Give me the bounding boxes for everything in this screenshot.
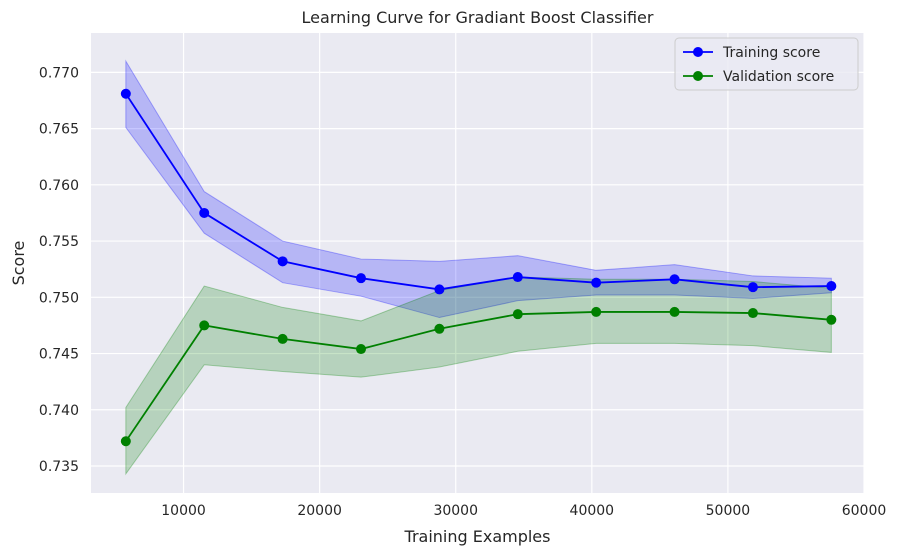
series-line-0 bbox=[125, 93, 832, 291]
x-tick-labels: 10000 20000 30000 40000 50000 60000 bbox=[161, 503, 886, 519]
y-tick-label: 0.755 bbox=[39, 234, 79, 250]
x-tick-label: 40000 bbox=[570, 503, 615, 519]
legend-label-0: Training score bbox=[722, 45, 820, 61]
y-tick-label: 0.770 bbox=[39, 65, 79, 81]
data-point-0 bbox=[356, 273, 367, 284]
y-tick-label: 0.740 bbox=[39, 403, 79, 419]
y-axis-label: Score bbox=[9, 241, 28, 286]
confidence-bands bbox=[125, 59, 832, 476]
legend-label-1: Validation score bbox=[723, 69, 834, 85]
data-point-0 bbox=[826, 281, 837, 292]
data-point-1 bbox=[512, 309, 523, 320]
legend-box bbox=[674, 37, 859, 91]
data-point-0 bbox=[747, 282, 758, 293]
legend-items: Training score Validation score bbox=[683, 45, 834, 85]
y-tick-label: 0.745 bbox=[39, 347, 79, 363]
legend-marker-0 bbox=[693, 47, 703, 57]
series-line-1 bbox=[125, 311, 832, 442]
y-tick-label: 0.760 bbox=[39, 178, 79, 194]
x-tick-label: 60000 bbox=[842, 503, 887, 519]
chart-title: Learning Curve for Gradiant Boost Classi… bbox=[302, 8, 654, 27]
legend-marker-1 bbox=[693, 71, 703, 81]
data-point-0 bbox=[669, 274, 680, 285]
y-tick-label: 0.735 bbox=[39, 459, 79, 475]
plot-background bbox=[91, 33, 864, 493]
y-tick-label: 0.765 bbox=[39, 122, 79, 138]
data-point-1 bbox=[747, 308, 758, 319]
confidence-band-1 bbox=[125, 276, 832, 476]
series-points bbox=[120, 88, 837, 447]
data-point-1 bbox=[826, 314, 837, 325]
x-tick-label: 20000 bbox=[297, 503, 342, 519]
series-lines bbox=[125, 93, 832, 442]
data-point-0 bbox=[591, 277, 602, 288]
data-point-1 bbox=[120, 436, 131, 447]
data-point-1 bbox=[434, 323, 445, 334]
x-tick-label: 30000 bbox=[433, 503, 478, 519]
data-point-1 bbox=[356, 344, 367, 355]
data-point-1 bbox=[591, 306, 602, 317]
confidence-band-0 bbox=[125, 59, 832, 319]
grid-lines bbox=[91, 33, 865, 493]
data-point-0 bbox=[434, 284, 445, 295]
data-point-0 bbox=[120, 88, 131, 99]
y-tick-label: 0.750 bbox=[39, 290, 79, 306]
y-tick-labels: 0.735 0.740 0.745 0.750 0.755 0.760 0.765 0.770 bbox=[39, 65, 79, 475]
x-tick-label: 50000 bbox=[706, 503, 751, 519]
x-axis-label: Training Examples bbox=[404, 527, 551, 546]
data-point-0 bbox=[512, 272, 523, 283]
data-point-1 bbox=[199, 320, 210, 331]
data-point-1 bbox=[277, 333, 288, 344]
x-tick-label: 10000 bbox=[161, 503, 206, 519]
data-point-0 bbox=[277, 256, 288, 267]
data-point-1 bbox=[669, 306, 680, 317]
data-point-0 bbox=[199, 207, 210, 218]
legend: Training score Validation score bbox=[674, 37, 859, 91]
